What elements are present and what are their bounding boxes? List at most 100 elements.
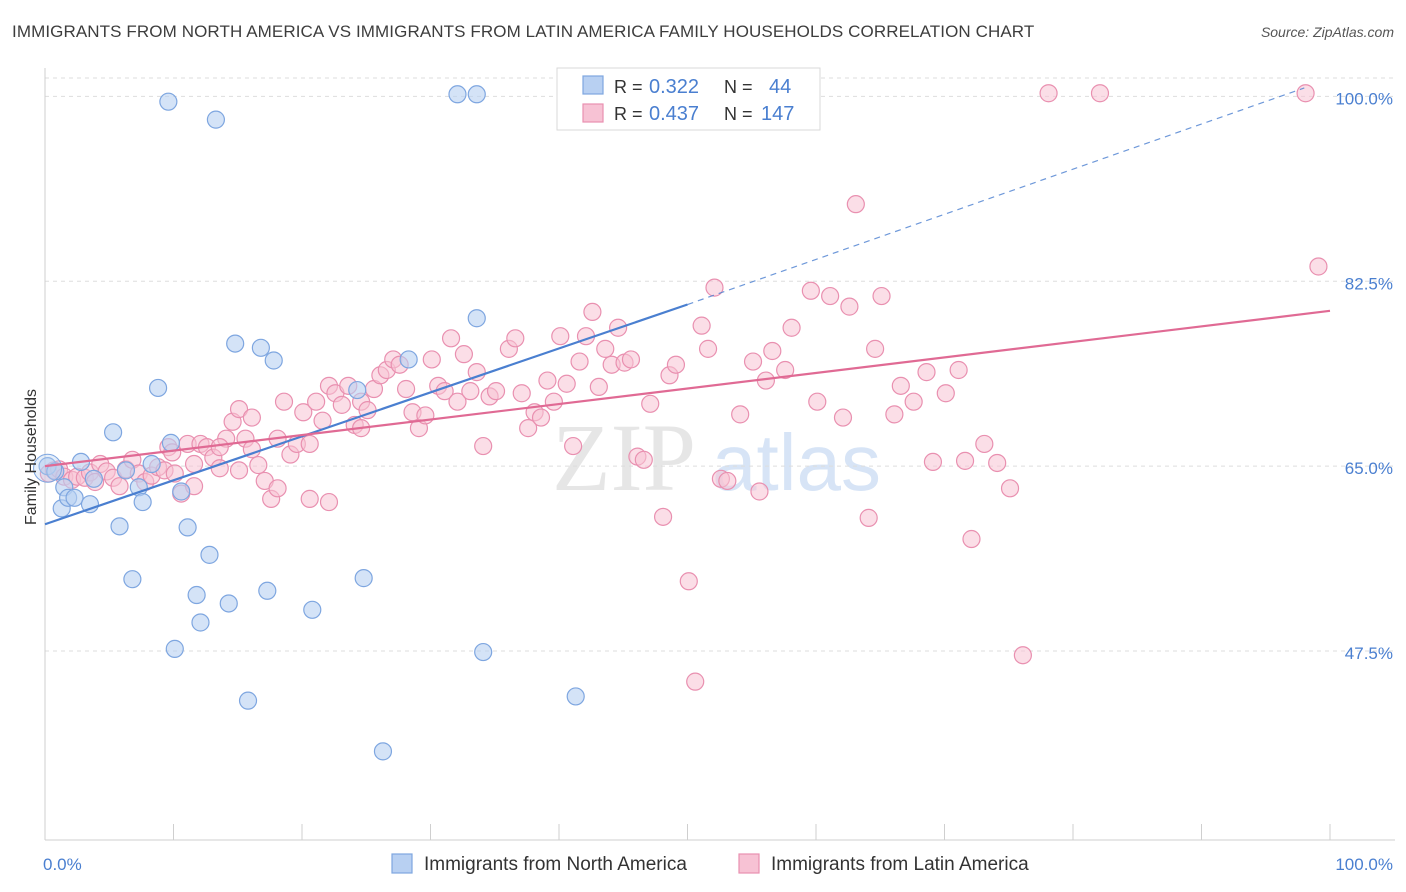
point-latin-america-113 — [808, 392, 827, 411]
legend-n-label-1: N = — [724, 77, 753, 97]
point-north-america-40 — [474, 642, 493, 662]
point-latin-america-97 — [666, 355, 686, 374]
point-north-america-34 — [354, 569, 373, 588]
legend-r-label-2: R = — [614, 104, 643, 124]
point-north-america-20 — [172, 482, 191, 501]
trend-latin-america — [44, 309, 1331, 468]
point-latin-america-122 — [891, 376, 910, 395]
point-latin-america-141 — [210, 438, 229, 457]
point-latin-america-110 — [776, 360, 795, 380]
point-north-america-14 — [133, 492, 152, 512]
x-tick-label-min: 0.0% — [43, 855, 82, 874]
trend-lines — [44, 87, 1331, 526]
point-latin-america-127 — [949, 360, 968, 380]
point-north-america-29 — [251, 338, 270, 357]
y-tick-label-1: 65.0% — [1345, 459, 1393, 478]
gridlines — [45, 77, 1395, 652]
point-latin-america-57 — [396, 379, 416, 399]
point-latin-america-102 — [705, 278, 724, 297]
point-latin-america-41 — [294, 403, 313, 422]
point-latin-america-93 — [634, 450, 653, 469]
point-latin-america-69 — [474, 436, 493, 456]
point-latin-america-65 — [448, 392, 467, 411]
point-north-america-11 — [116, 461, 136, 480]
point-latin-america-125 — [923, 452, 943, 472]
point-latin-america-105 — [731, 405, 750, 424]
point-latin-america-75 — [519, 419, 538, 438]
legend: R = 0.322 N = 44 R = 0.437 N = 147 — [556, 67, 821, 131]
point-north-america-36 — [399, 350, 418, 369]
point-latin-america-130 — [975, 434, 994, 454]
point-latin-america-71 — [486, 382, 506, 401]
point-latin-america-118 — [859, 508, 878, 527]
point-latin-america-101 — [698, 339, 718, 358]
point-north-america-21 — [178, 518, 197, 537]
point-latin-america-34 — [249, 455, 268, 475]
x-tick-label-max: 100.0% — [1335, 855, 1393, 874]
point-north-america-28 — [238, 691, 258, 710]
point-north-america-33 — [348, 380, 367, 400]
point-latin-america-109 — [763, 341, 782, 361]
point-latin-america-138 — [319, 492, 339, 512]
watermark-zip: ZIP — [552, 404, 696, 511]
point-north-america-30 — [258, 581, 277, 600]
point-north-america-39 — [467, 309, 486, 328]
point-latin-america-135 — [1090, 84, 1110, 103]
legend-r-label-1: R = — [614, 77, 643, 97]
point-latin-america-137 — [1309, 257, 1328, 276]
legend-r-value-1: 0.322 — [649, 76, 699, 98]
point-latin-america-12 — [110, 477, 129, 496]
point-north-america-17 — [159, 92, 178, 111]
bottom-legend-swatch-latin-america — [738, 853, 760, 874]
point-north-america-15 — [142, 454, 161, 474]
point-latin-america-119 — [866, 339, 885, 358]
legend-swatch-latin-america — [582, 103, 604, 123]
y-tick-label-0: 47.5% — [1345, 644, 1393, 663]
watermark-atlas: atlas — [712, 418, 881, 507]
point-north-america-27 — [226, 334, 245, 353]
point-north-america-large — [33, 453, 63, 483]
point-latin-america-129 — [962, 529, 981, 549]
point-north-america-19 — [165, 639, 184, 658]
point-latin-america-38 — [274, 392, 294, 411]
point-latin-america-124 — [917, 363, 936, 382]
point-latin-america-33 — [242, 408, 261, 427]
point-north-america-31 — [264, 351, 283, 370]
point-latin-america-79 — [544, 392, 563, 411]
point-north-america-5 — [65, 488, 84, 507]
legend-n-label-2: N = — [724, 104, 753, 124]
bottom-legend: Immigrants from North America Immigrants… — [391, 853, 1029, 875]
point-latin-america-121 — [885, 405, 904, 424]
point-latin-america-131 — [988, 453, 1007, 473]
legend-r-value-2: 0.437 — [649, 103, 699, 125]
y-tick-labels: 47.5% 65.0% 82.5% 100.0% — [1335, 89, 1393, 663]
point-north-america-24 — [200, 545, 219, 564]
point-north-america-10 — [110, 517, 129, 536]
legend-swatch-north-america — [582, 75, 604, 95]
point-latin-america-144 — [229, 461, 249, 480]
point-latin-america-104 — [718, 471, 737, 491]
point-north-america-41 — [566, 687, 585, 706]
point-latin-america-87 — [596, 339, 615, 358]
point-latin-america-74 — [512, 384, 531, 403]
point-latin-america-83 — [570, 352, 589, 371]
point-north-america-23 — [191, 613, 210, 632]
point-latin-america-66 — [454, 345, 474, 364]
point-latin-america-43 — [307, 392, 326, 411]
point-latin-america-107 — [750, 482, 769, 501]
point-latin-america-42 — [300, 489, 319, 508]
point-latin-america-99 — [686, 672, 705, 691]
point-latin-america-31 — [229, 399, 249, 419]
point-latin-america-126 — [936, 384, 955, 403]
point-north-america-8 — [84, 469, 103, 488]
point-latin-america-80 — [551, 327, 570, 346]
trend-north-america-extension — [687, 87, 1305, 306]
point-north-america-35 — [373, 742, 393, 761]
point-latin-america-116 — [840, 297, 859, 316]
point-latin-america-67 — [461, 382, 480, 401]
point-latin-america-117 — [846, 195, 865, 214]
point-latin-america-123 — [904, 392, 923, 411]
point-north-america-37 — [448, 85, 467, 104]
point-north-america-32 — [303, 600, 322, 619]
